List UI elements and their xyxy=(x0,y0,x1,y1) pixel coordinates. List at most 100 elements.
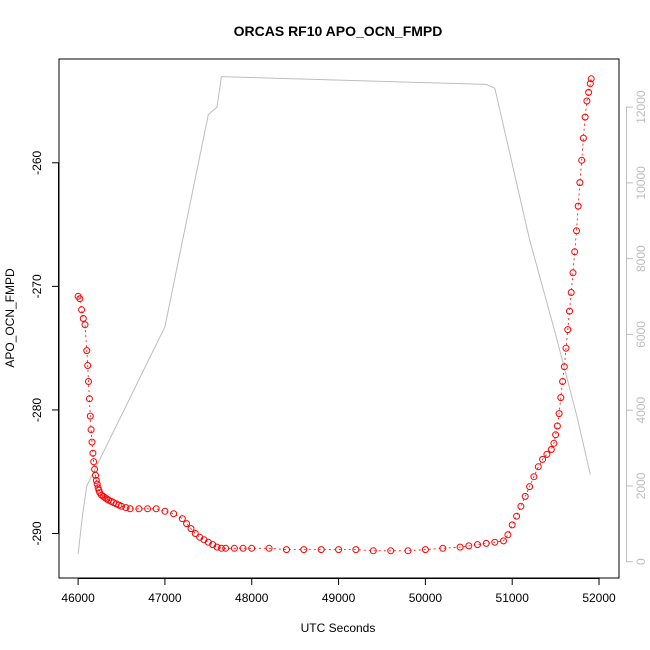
data-point xyxy=(222,544,230,552)
data-point xyxy=(118,502,125,510)
data-point xyxy=(85,395,93,403)
data-point xyxy=(283,546,290,554)
data-point xyxy=(79,315,87,322)
y2-tick-label: 2000 xyxy=(634,472,648,499)
data-point xyxy=(547,446,555,453)
data-point xyxy=(213,543,221,551)
data-point xyxy=(517,502,525,510)
y2-tick-label: 12000 xyxy=(634,90,648,124)
series-connector xyxy=(77,78,592,552)
x-tick-label: 48000 xyxy=(235,591,269,605)
data-point xyxy=(508,521,516,529)
data-point xyxy=(317,546,325,554)
data-point xyxy=(178,515,186,523)
altitude-line-layer xyxy=(77,76,592,555)
y-tick-label: -260 xyxy=(30,150,44,174)
axis-layer: 46000 47000 48000 49000 50000 51000 52000 -290 -… xyxy=(30,90,648,605)
data-point xyxy=(500,537,507,545)
x-tick-label: 49000 xyxy=(322,591,356,605)
data-point xyxy=(81,321,89,329)
x-axis-label: UTC Seconds xyxy=(301,621,376,635)
series-line xyxy=(77,76,591,555)
y-tick-label: -290 xyxy=(30,521,44,545)
data-point xyxy=(239,544,247,552)
data-point xyxy=(534,463,542,471)
data-point xyxy=(569,269,577,277)
data-point xyxy=(92,471,99,479)
x-tick-label: 50000 xyxy=(409,591,443,605)
data-point xyxy=(126,505,134,513)
data-point xyxy=(187,525,195,533)
point-layer xyxy=(74,75,595,555)
x-tick-label: 47000 xyxy=(148,591,182,605)
data-point xyxy=(230,544,238,552)
data-point xyxy=(352,546,360,554)
data-point xyxy=(78,306,86,314)
data-point xyxy=(88,438,96,446)
data-point xyxy=(576,179,584,187)
data-point xyxy=(491,538,499,546)
data-point xyxy=(86,412,94,420)
plot-frame xyxy=(58,58,620,579)
chart-title: ORCAS RF10 APO_OCN_FMPD xyxy=(234,23,443,39)
data-point xyxy=(183,520,191,528)
data-point xyxy=(571,248,579,256)
data-point xyxy=(555,410,563,418)
data-point xyxy=(101,494,109,502)
data-point xyxy=(335,546,343,554)
data-point xyxy=(135,505,143,513)
x-tick-label: 46000 xyxy=(61,591,95,605)
data-point xyxy=(552,431,560,439)
data-point xyxy=(585,88,593,96)
data-point xyxy=(439,544,447,552)
y-tick-label: -280 xyxy=(30,398,44,422)
data-point xyxy=(76,295,84,303)
y2-tick-label: 10000 xyxy=(634,166,648,200)
data-point xyxy=(161,507,169,515)
data-point xyxy=(560,363,568,371)
y2-tick-label: 8000 xyxy=(634,245,648,272)
data-point xyxy=(586,80,594,88)
data-point xyxy=(482,539,490,547)
data-point xyxy=(513,512,521,520)
data-point xyxy=(465,542,473,550)
x-tick-label: 52000 xyxy=(582,591,616,605)
data-point xyxy=(567,289,575,296)
data-point xyxy=(152,505,160,513)
data-point xyxy=(566,307,573,315)
data-point xyxy=(122,504,130,512)
data-point xyxy=(574,202,582,210)
y2-tick-label: 6000 xyxy=(634,321,648,348)
data-point xyxy=(404,547,412,555)
data-point xyxy=(564,326,572,334)
data-point xyxy=(562,344,570,352)
data-point xyxy=(300,546,308,554)
data-point xyxy=(553,422,561,430)
data-point xyxy=(421,546,429,554)
data-point xyxy=(369,547,377,555)
data-point xyxy=(581,113,589,121)
data-point xyxy=(504,531,512,539)
x-tick-label: 51000 xyxy=(496,591,530,605)
data-point xyxy=(387,547,395,555)
data-point xyxy=(543,450,551,458)
data-point xyxy=(92,476,100,484)
data-point xyxy=(85,378,92,385)
data-point xyxy=(530,473,538,481)
data-point xyxy=(583,97,591,105)
data-point xyxy=(87,426,95,434)
data-point xyxy=(539,455,547,463)
data-point xyxy=(521,492,529,500)
data-point xyxy=(144,505,152,513)
data-point xyxy=(84,362,92,369)
data-point xyxy=(587,75,595,83)
y2-tick-label: 0 xyxy=(634,558,648,565)
data-point xyxy=(579,134,587,142)
data-point xyxy=(526,483,534,491)
data-point xyxy=(217,544,225,552)
data-point xyxy=(557,394,565,402)
data-point xyxy=(550,439,558,447)
data-point xyxy=(170,510,178,518)
data-point xyxy=(578,156,586,164)
